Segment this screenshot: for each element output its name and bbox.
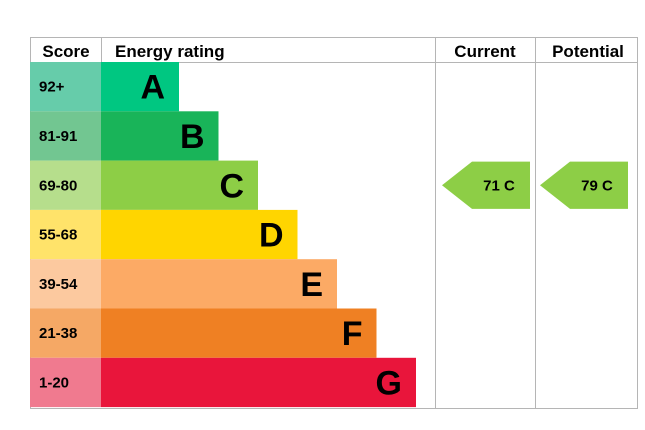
potential-rating-arrow	[540, 161, 628, 209]
header-current: Current	[454, 42, 516, 61]
rating-bar-f	[101, 308, 377, 358]
potential-rating-marker: 79 C	[540, 161, 628, 209]
rating-letter-f: F	[342, 315, 363, 353]
rating-letter-e: E	[300, 266, 323, 304]
rating-bands: 92+ A 81-91 B 69-80 C 55-68 D 39-54 E 21-38 F 1-20 G	[30, 62, 416, 408]
score-range-g: 1-20	[39, 374, 69, 391]
header-score: Score	[42, 42, 89, 61]
rating-bar-b	[101, 111, 219, 161]
score-range-f: 21-38	[39, 325, 77, 342]
rating-bar-a	[101, 62, 179, 112]
rating-bar-e	[101, 259, 337, 309]
score-range-c: 69-80	[39, 177, 77, 194]
rating-bar-g	[101, 357, 416, 408]
score-cell-f	[30, 308, 101, 358]
current-rating-marker: 71 C	[442, 161, 530, 209]
score-cell-g	[30, 357, 101, 408]
score-cell-a	[30, 62, 101, 112]
rating-letter-c: C	[219, 167, 244, 205]
score-range-d: 55-68	[39, 227, 77, 244]
score-cell-c	[30, 160, 101, 210]
current-rating-arrow	[442, 161, 530, 209]
rating-letter-a: A	[140, 69, 165, 107]
potential-rating-label: 79 C	[581, 177, 613, 194]
current-rating-label: 71 C	[483, 177, 515, 194]
score-range-b: 81-91	[39, 128, 77, 145]
score-cell-d	[30, 209, 101, 260]
rating-bar-c	[101, 160, 258, 210]
score-range-a: 92+	[39, 79, 65, 96]
rating-letter-b: B	[180, 118, 205, 156]
rating-letter-g: G	[376, 364, 402, 402]
header-energy-rating: Energy rating	[115, 42, 225, 61]
score-cell-b	[30, 111, 101, 161]
rating-letter-d: D	[259, 217, 284, 255]
rating-bar-d	[101, 209, 298, 260]
score-range-e: 39-54	[39, 276, 78, 293]
header-potential: Potential	[552, 42, 624, 61]
score-cell-e	[30, 259, 101, 309]
